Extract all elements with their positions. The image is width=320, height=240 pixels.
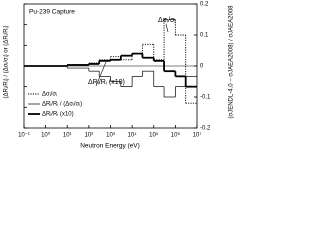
legend-label: ΔRᵢ/Rᵢ / (Δσᵢ/σᵢ)	[42, 102, 82, 108]
x-tick-label: 10⁴	[127, 132, 137, 139]
x-tick-label: 10⁻¹	[18, 133, 30, 139]
y2-tick-label: 0.1	[200, 33, 209, 39]
chart-title: Pu-239 Capture	[29, 9, 75, 16]
x-tick-label: 10¹	[63, 133, 72, 139]
x-tick-label: 10⁷	[193, 132, 202, 139]
annotation-arrow	[165, 23, 169, 33]
chart: Pu-239 Capture Neutron Energy (eV) (ΔRᵢ/…	[4, 2, 235, 150]
x-tick-label: 10²	[85, 133, 94, 139]
annotation: ΔRᵢ/Rᵢ (x10)	[88, 79, 125, 86]
x-tick-label: 10³	[106, 133, 115, 139]
annotation-arrow	[95, 61, 107, 87]
y2-tick-label: 0.2	[200, 2, 209, 8]
legend-label: Δσᵢ/σᵢ	[42, 92, 57, 98]
y2-tick-label: 0	[200, 64, 204, 70]
legend-label: ΔRᵢ/Rᵢ (x10)	[42, 112, 74, 118]
y-axis-label: (ΔRᵢ/Rᵢ) / (Δσᵢ/σᵢ) or (ΔRᵢ/Rᵢ)	[4, 25, 10, 98]
annotation: Δσᵢ/σᵢ	[158, 17, 175, 24]
y2-tick-label: -0.2	[200, 126, 211, 132]
y2-axis-label: (σJENDL-4.0 − σJAEA2008) / σJAEA2008	[229, 5, 235, 119]
x-tick-label: 10⁵	[149, 132, 159, 139]
x-axis-label: Neutron Energy (eV)	[80, 143, 140, 150]
x-tick-label: 10⁰	[41, 132, 51, 139]
x-tick-label: 10⁶	[171, 132, 181, 139]
y2-tick-label: -0.1	[200, 95, 211, 101]
